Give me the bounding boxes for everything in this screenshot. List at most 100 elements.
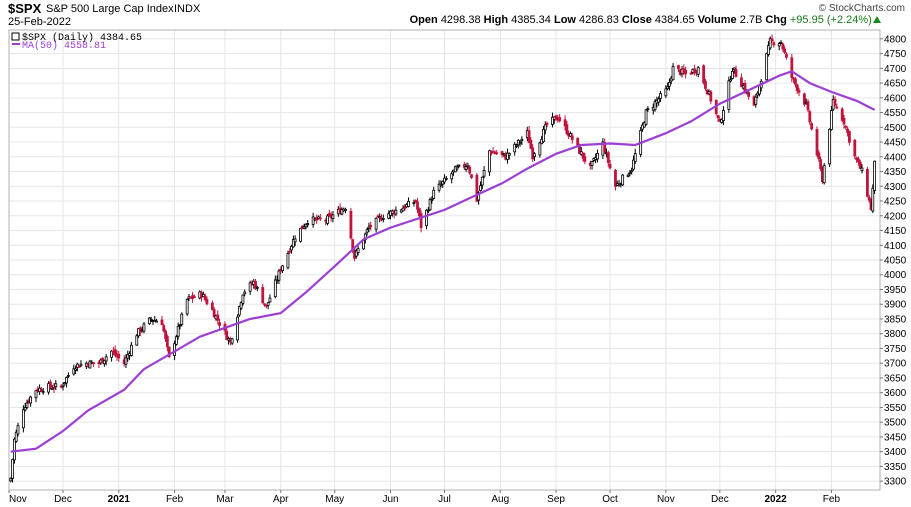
candle — [734, 65, 738, 78]
candle-body — [545, 122, 549, 125]
candle — [367, 222, 371, 233]
candle-body — [482, 170, 486, 177]
candle-body — [403, 205, 407, 209]
candle — [470, 174, 473, 179]
candle — [426, 207, 430, 214]
candle-body — [173, 343, 176, 356]
candle-body — [239, 302, 243, 309]
candle — [273, 275, 277, 299]
candle — [693, 64, 697, 76]
candle-body — [407, 200, 410, 207]
candle-body — [29, 396, 32, 404]
candle — [227, 336, 230, 345]
candle-body — [538, 142, 542, 156]
candle — [326, 213, 329, 226]
candle — [475, 172, 479, 203]
y-tick-label: 4700 — [884, 64, 907, 75]
candle-body — [218, 322, 221, 326]
candle-body — [457, 164, 461, 167]
candle-body — [201, 293, 205, 297]
candle-body — [349, 210, 353, 239]
candle-body — [387, 213, 391, 219]
candle-body — [48, 381, 52, 388]
candle — [212, 307, 216, 318]
candle — [570, 132, 574, 144]
candle — [659, 90, 662, 102]
candle-body — [210, 302, 214, 310]
y-tick-label: 4250 — [884, 197, 907, 208]
candle-body — [533, 153, 536, 158]
candle-body — [102, 359, 106, 365]
candle — [9, 477, 13, 483]
x-tick-label: Nov — [9, 494, 27, 505]
candle-body — [551, 116, 554, 125]
candle — [378, 213, 382, 223]
candle-body — [286, 253, 290, 269]
candle-body — [795, 84, 799, 92]
candle-body — [621, 174, 625, 186]
candle-body — [731, 70, 734, 79]
candle-body — [732, 67, 736, 71]
candle — [835, 103, 839, 110]
candle — [583, 152, 587, 165]
close-label: Close — [621, 14, 652, 26]
candle — [633, 148, 637, 164]
candle-body — [41, 390, 45, 393]
legend: $SPX (Daily) 4384.65 MA(50) 4558.81 — [11, 32, 142, 52]
y-tick-label: 4800 — [884, 34, 907, 45]
candle — [277, 268, 281, 285]
low-label: Low — [553, 14, 576, 26]
candle-body — [729, 79, 733, 82]
candle-body — [783, 48, 787, 53]
candle-body — [394, 209, 398, 215]
candle-body — [570, 135, 574, 141]
candle-body — [502, 153, 506, 156]
candle — [102, 359, 106, 367]
candle-body — [518, 141, 522, 144]
candle — [590, 160, 594, 170]
candle — [666, 82, 670, 91]
candle-body — [596, 152, 599, 160]
candle — [66, 372, 70, 379]
candle-body — [268, 297, 272, 303]
candle — [129, 341, 133, 357]
candle-body — [167, 346, 171, 358]
candle — [817, 150, 821, 162]
candle — [340, 207, 344, 216]
candle — [203, 293, 207, 302]
candle — [92, 362, 95, 368]
candle-body — [819, 159, 823, 170]
candle — [866, 166, 869, 198]
candle — [842, 114, 846, 129]
candle — [174, 334, 178, 346]
candle-body — [74, 368, 77, 371]
candle — [716, 114, 720, 123]
candle-body — [126, 354, 130, 359]
candle-body — [439, 183, 443, 187]
candle-body — [558, 117, 562, 122]
candle — [840, 107, 844, 122]
candle — [165, 334, 169, 352]
candle-body — [671, 66, 675, 81]
candle-body — [75, 363, 79, 368]
candle — [677, 64, 680, 72]
candle-body — [554, 115, 558, 121]
candle-body — [401, 207, 405, 212]
candle — [61, 382, 65, 391]
y-tick-label: 4650 — [884, 79, 907, 90]
candle-body — [419, 213, 423, 229]
candle — [768, 36, 772, 50]
y-tick-label: 3850 — [884, 314, 907, 325]
candle-body — [455, 166, 459, 170]
candle-body — [873, 160, 877, 191]
date-label: 25-Feb-2022 — [8, 16, 71, 28]
y-axis: 3300 3350 3400 3450 3500 3550 3600 3650 3700 3750… — [880, 34, 907, 488]
symbol-description: S&P 500 Large Cap Index — [46, 3, 174, 15]
y-tick-label: 3550 — [884, 403, 907, 414]
candle — [201, 291, 205, 298]
candle — [16, 422, 20, 437]
candle — [104, 354, 108, 366]
candle-body — [583, 156, 587, 162]
candle — [167, 346, 171, 359]
candle — [437, 180, 441, 193]
